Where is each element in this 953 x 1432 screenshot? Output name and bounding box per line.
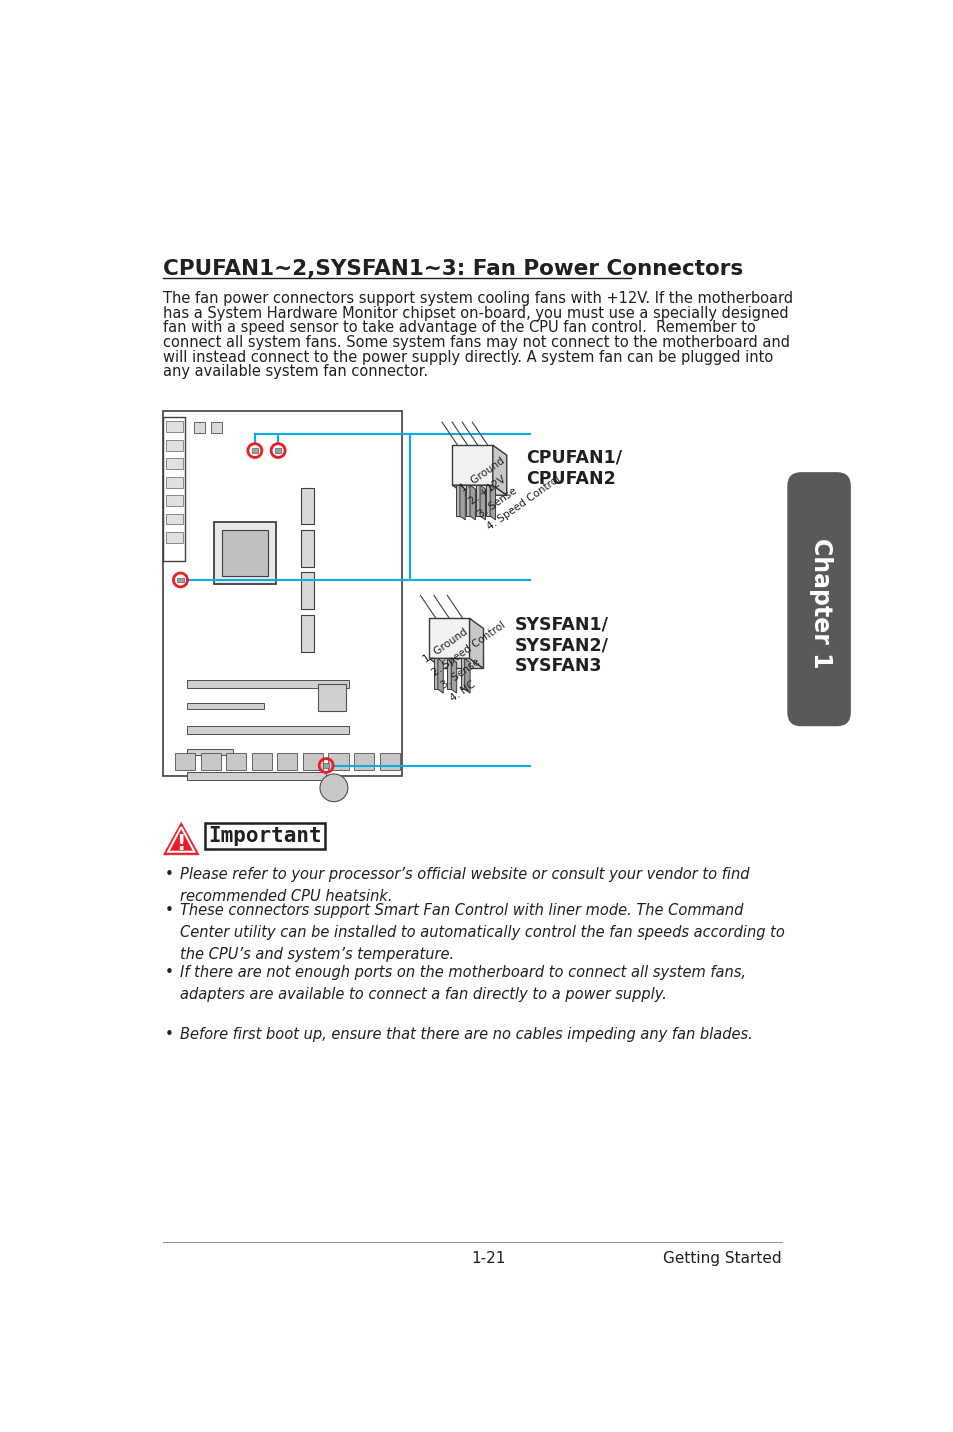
- Text: The fan power connectors support system cooling fans with +12V. If the motherboa: The fan power connectors support system …: [163, 291, 793, 306]
- Polygon shape: [200, 753, 220, 770]
- Text: SYSFAN1/
SYSFAN2/
SYSFAN3: SYSFAN1/ SYSFAN2/ SYSFAN3: [514, 616, 608, 676]
- Polygon shape: [379, 753, 399, 770]
- Text: Chapter 1: Chapter 1: [808, 538, 832, 669]
- Polygon shape: [429, 659, 483, 669]
- Text: has a System Hardware Monitor chipset on-board, you must use a specially designe: has a System Hardware Monitor chipset on…: [163, 306, 788, 321]
- Polygon shape: [166, 440, 183, 451]
- Polygon shape: [213, 523, 275, 584]
- Polygon shape: [174, 753, 195, 770]
- Polygon shape: [166, 477, 183, 487]
- Circle shape: [319, 773, 348, 802]
- Polygon shape: [466, 485, 470, 516]
- Polygon shape: [187, 772, 326, 780]
- Polygon shape: [187, 726, 349, 735]
- Text: These connectors support Smart Fan Control with liner mode. The Command
Center u: These connectors support Smart Fan Contr…: [180, 904, 784, 961]
- Polygon shape: [464, 659, 470, 693]
- Text: 1-21: 1-21: [471, 1252, 506, 1266]
- Text: any available system fan connector.: any available system fan connector.: [163, 364, 428, 379]
- Polygon shape: [274, 448, 281, 453]
- Polygon shape: [252, 753, 272, 770]
- Text: •: •: [165, 1027, 173, 1041]
- Polygon shape: [166, 495, 183, 505]
- Polygon shape: [469, 619, 483, 669]
- FancyBboxPatch shape: [786, 473, 850, 726]
- Polygon shape: [301, 614, 314, 652]
- Polygon shape: [354, 753, 374, 770]
- Polygon shape: [451, 659, 456, 693]
- Polygon shape: [470, 485, 475, 520]
- Polygon shape: [187, 703, 264, 709]
- Polygon shape: [166, 458, 183, 470]
- Polygon shape: [221, 530, 268, 576]
- Polygon shape: [323, 763, 329, 768]
- Polygon shape: [437, 659, 443, 693]
- Text: CPUFAN1/
CPUFAN2: CPUFAN1/ CPUFAN2: [525, 448, 621, 488]
- Polygon shape: [486, 485, 490, 516]
- Polygon shape: [301, 487, 314, 524]
- Text: Getting Started: Getting Started: [662, 1252, 781, 1266]
- Text: CPUFAN1~2,SYSFAN1~3: Fan Power Connectors: CPUFAN1~2,SYSFAN1~3: Fan Power Connector…: [163, 259, 743, 279]
- Text: will instead connect to the power supply directly. A system fan can be plugged i: will instead connect to the power supply…: [163, 349, 773, 365]
- Polygon shape: [226, 753, 246, 770]
- Text: 1. Ground
2. Speed Control
3. Sense
4. NC: 1. Ground 2. Speed Control 3. Sense 4. N…: [421, 607, 525, 703]
- Polygon shape: [277, 753, 297, 770]
- Polygon shape: [456, 485, 459, 516]
- Polygon shape: [166, 514, 183, 524]
- Polygon shape: [166, 533, 183, 543]
- Polygon shape: [479, 485, 485, 520]
- Polygon shape: [318, 684, 345, 710]
- Text: •: •: [165, 965, 173, 979]
- Text: Important: Important: [208, 826, 322, 846]
- Polygon shape: [452, 445, 493, 485]
- Text: If there are not enough ports on the motherboard to connect all system fans,
ada: If there are not enough ports on the mot…: [180, 965, 745, 1001]
- Polygon shape: [434, 659, 437, 689]
- Polygon shape: [166, 421, 183, 432]
- Polygon shape: [452, 485, 506, 495]
- Polygon shape: [459, 485, 465, 520]
- Polygon shape: [187, 680, 349, 687]
- Polygon shape: [328, 753, 348, 770]
- Polygon shape: [301, 530, 314, 567]
- Polygon shape: [212, 422, 222, 432]
- Polygon shape: [476, 485, 479, 516]
- Polygon shape: [252, 448, 257, 453]
- Text: •: •: [165, 868, 173, 882]
- Text: connect all system fans. Some system fans may not connect to the motherboard and: connect all system fans. Some system fan…: [163, 335, 790, 349]
- Text: !: !: [176, 833, 186, 853]
- Polygon shape: [177, 577, 183, 583]
- Polygon shape: [187, 749, 233, 756]
- Text: •: •: [165, 904, 173, 918]
- Text: fan with a speed sensor to take advantage of the CPU fan control.  Remember to: fan with a speed sensor to take advantag…: [163, 321, 756, 335]
- Text: Please refer to your processor’s official website or consult your vendor to find: Please refer to your processor’s officia…: [180, 868, 749, 904]
- Polygon shape: [194, 422, 205, 432]
- Text: Before first boot up, ensure that there are no cables impeding any fan blades.: Before first boot up, ensure that there …: [180, 1027, 753, 1041]
- Polygon shape: [303, 753, 323, 770]
- Text: 1. Ground
2. +12V
3. Sense
4. Speed Control: 1. Ground 2. +12V 3. Sense 4. Speed Cont…: [458, 435, 562, 533]
- Polygon shape: [490, 485, 495, 520]
- Polygon shape: [460, 659, 464, 689]
- Polygon shape: [163, 822, 199, 855]
- Polygon shape: [493, 445, 506, 495]
- Polygon shape: [429, 619, 469, 659]
- Polygon shape: [447, 659, 451, 689]
- Polygon shape: [301, 573, 314, 609]
